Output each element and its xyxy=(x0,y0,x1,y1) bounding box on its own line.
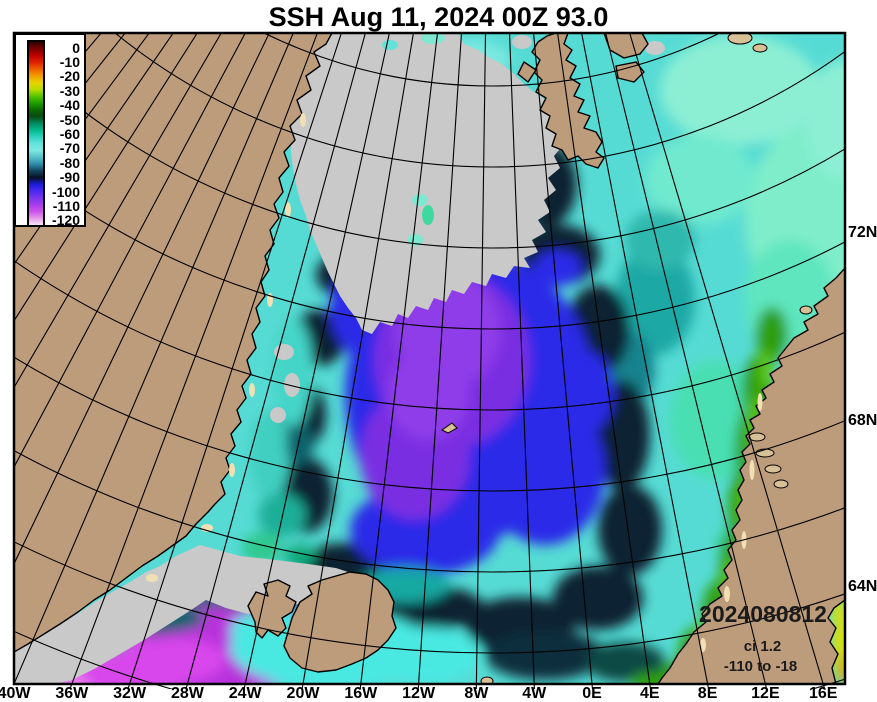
lon-tick-label: 40W xyxy=(0,685,31,702)
colorbar-tick-label: -90 xyxy=(59,169,80,186)
colorbar-gradient xyxy=(27,40,45,227)
small-islands xyxy=(441,33,768,684)
lon-tick-label: 16E xyxy=(808,685,838,702)
lon-tick-label: 24W xyxy=(228,685,262,702)
colorbar-tick-label: -30 xyxy=(59,82,80,99)
lon-tick-label: 36W xyxy=(55,685,89,702)
lat-tick-label: 64N xyxy=(848,578,877,595)
coast-fringe xyxy=(146,113,763,652)
lat-tick-label: 68N xyxy=(848,412,877,429)
colorbar-tick-label: -70 xyxy=(59,140,80,157)
colorbar-tick-label: -120 xyxy=(51,212,80,229)
map-border xyxy=(12,31,847,686)
colorbar-tick-label: -110 xyxy=(52,197,80,214)
lon-tick-label: 28W xyxy=(170,685,204,702)
lon-tick-label: 12W xyxy=(402,685,436,702)
iceland-landmass xyxy=(247,571,397,673)
colorbar-tick-label: -80 xyxy=(59,154,80,171)
lon-tick-label: 12E xyxy=(751,685,780,702)
lon-tick-label: 8W xyxy=(464,685,489,702)
colorbar-tick-label: -50 xyxy=(59,111,80,128)
lon-tick-label: 32W xyxy=(113,685,147,702)
colorbar-tick-label: 0 xyxy=(72,39,80,56)
lon-tick-label: 8E xyxy=(697,685,718,702)
colorbar-legend: 0 -10 -20 -30 -40 -50 -60 -70 -80 -90 -100 -110 -120 xyxy=(14,33,86,229)
lon-tick-label: 20W xyxy=(286,685,320,702)
jan-mayen-island xyxy=(441,422,458,434)
sea-ice xyxy=(14,33,665,684)
colorbar-tick-label: -60 xyxy=(59,125,80,142)
figure-title: SSH Aug 11, 2024 00Z 93.0 xyxy=(268,2,609,32)
lon-tick-label: 4W xyxy=(522,685,547,702)
colorbar-tick-label: -100 xyxy=(51,183,80,200)
lon-tick-label: 0E xyxy=(582,685,602,702)
lon-tick-label: 16W xyxy=(344,685,378,702)
svalbard-landmass xyxy=(517,33,649,169)
colorbar-tick-label: -40 xyxy=(59,97,80,114)
colorbar-tick-label: -20 xyxy=(59,68,80,85)
value-range-label: -110 to -18 xyxy=(723,658,798,675)
contour-interval-label: ci 1.2 xyxy=(743,638,782,655)
lon-tick-label: 4E xyxy=(640,685,660,702)
lat-tick-label: 72N xyxy=(848,224,877,241)
timestamp-label: 2024080812 xyxy=(699,601,827,627)
greenland-landmass xyxy=(14,33,333,653)
colorbar-tick-label: -10 xyxy=(59,53,80,70)
